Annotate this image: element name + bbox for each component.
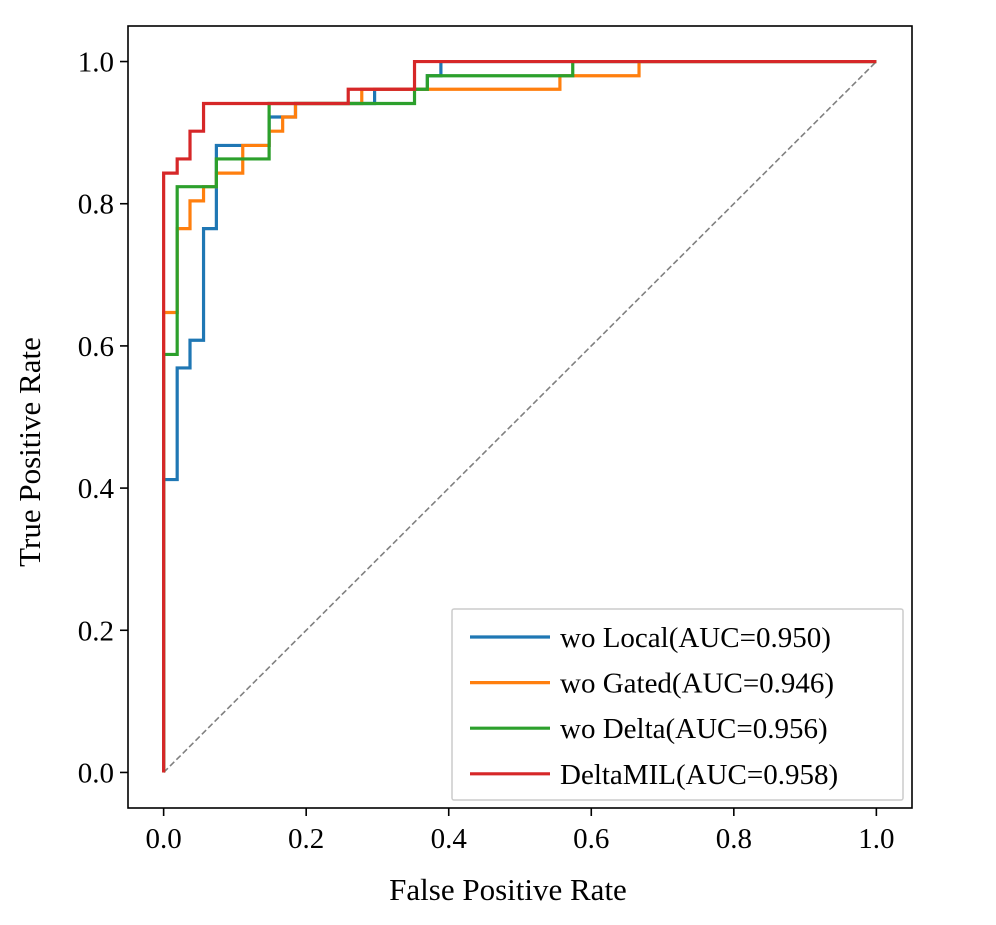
chance-line <box>163 60 877 774</box>
y-tick-label: 0.4 <box>78 473 115 505</box>
legend-label-3: DeltaMIL(AUC=0.958) <box>560 759 838 791</box>
x-tick-label: 0.0 <box>146 823 182 855</box>
x-tick-label: 0.6 <box>573 823 609 855</box>
y-tick-label: 0.0 <box>78 757 114 789</box>
legend: wo Local(AUC=0.950) wo Gated(AUC=0.946) wo… <box>451 608 904 801</box>
y-axis-label: True Positive Rate <box>12 337 47 567</box>
y-tick-label: 1.0 <box>78 47 114 79</box>
legend-label-0: wo Local(AUC=0.950) <box>560 622 831 654</box>
x-tick-label: 0.8 <box>716 823 752 855</box>
legend-label-1: wo Gated(AUC=0.946) <box>560 668 834 700</box>
x-tick-label: 0.2 <box>288 823 324 855</box>
legend-frame <box>451 608 904 801</box>
x-tick-label: 0.4 <box>431 823 468 855</box>
roc-curve-3 <box>162 59 877 773</box>
y-axis-ticks: 0.0 0.2 0.4 0.6 0.8 1.0 <box>78 47 128 789</box>
x-axis-ticks: 0.0 0.2 0.4 0.6 0.8 1.0 <box>146 808 894 855</box>
series-group <box>162 59 877 773</box>
plot-frame <box>127 25 913 809</box>
x-axis-label: False Positive Rate <box>389 872 627 907</box>
y-tick-label: 0.6 <box>78 331 114 363</box>
chance-line-group <box>163 60 877 774</box>
x-tick-label: 1.0 <box>858 823 894 855</box>
y-tick-label: 0.8 <box>78 189 114 221</box>
y-tick-label: 0.2 <box>78 615 114 647</box>
legend-label-2: wo Delta(AUC=0.956) <box>560 713 828 745</box>
